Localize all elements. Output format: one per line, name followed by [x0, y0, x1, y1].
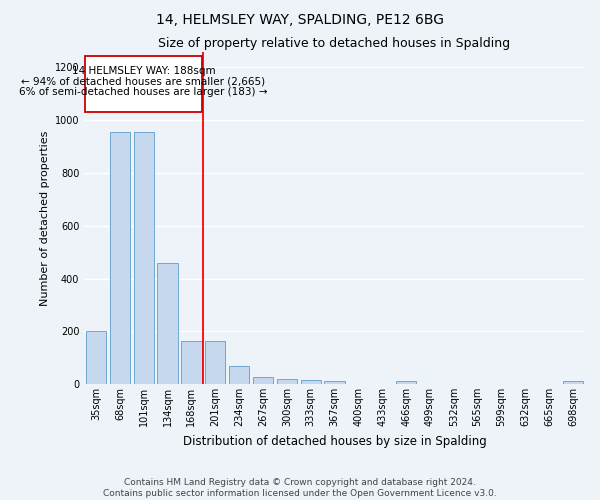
- Bar: [277, 380, 297, 384]
- Bar: [181, 341, 202, 384]
- Text: ← 94% of detached houses are smaller (2,665): ← 94% of detached houses are smaller (2,…: [22, 76, 266, 86]
- Bar: [301, 380, 321, 384]
- Bar: [253, 378, 273, 384]
- X-axis label: Distribution of detached houses by size in Spalding: Distribution of detached houses by size …: [182, 434, 487, 448]
- Text: 14 HELMSLEY WAY: 188sqm: 14 HELMSLEY WAY: 188sqm: [71, 66, 215, 76]
- Bar: [110, 132, 130, 384]
- Bar: [396, 382, 416, 384]
- Bar: [86, 332, 106, 384]
- Text: 14, HELMSLEY WAY, SPALDING, PE12 6BG: 14, HELMSLEY WAY, SPALDING, PE12 6BG: [156, 12, 444, 26]
- Bar: [229, 366, 249, 384]
- FancyBboxPatch shape: [85, 56, 202, 112]
- Y-axis label: Number of detached properties: Number of detached properties: [40, 130, 50, 306]
- Bar: [205, 341, 226, 384]
- Bar: [134, 132, 154, 384]
- Bar: [325, 380, 344, 384]
- Bar: [157, 262, 178, 384]
- Text: 6% of semi-detached houses are larger (183) →: 6% of semi-detached houses are larger (1…: [19, 86, 268, 97]
- Title: Size of property relative to detached houses in Spalding: Size of property relative to detached ho…: [158, 38, 511, 51]
- Bar: [563, 380, 583, 384]
- Text: Contains HM Land Registry data © Crown copyright and database right 2024.
Contai: Contains HM Land Registry data © Crown c…: [103, 478, 497, 498]
